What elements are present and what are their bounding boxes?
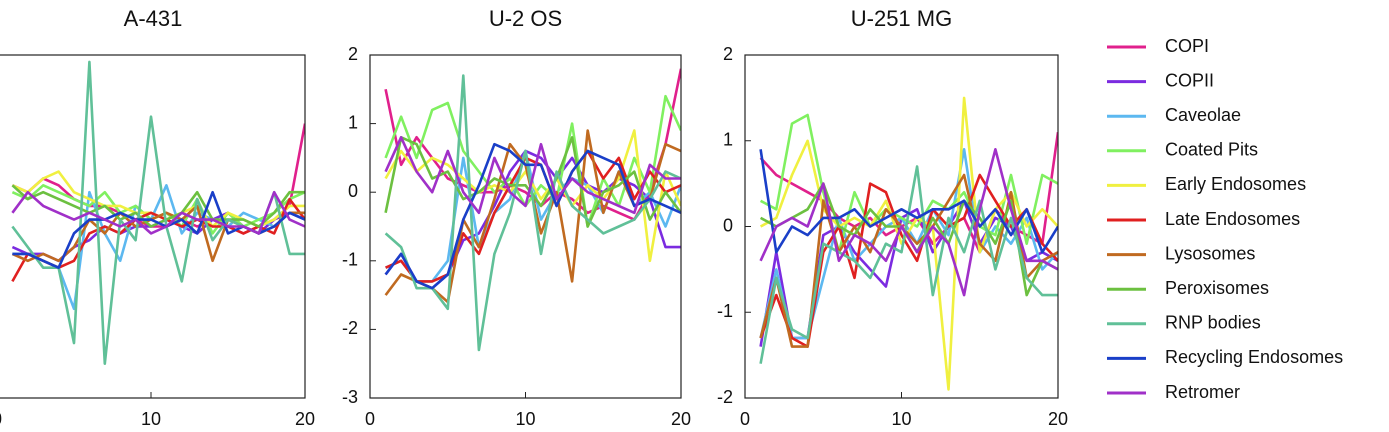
series-line: [759, 149, 1058, 254]
y-tick-label: 0: [348, 181, 358, 201]
legend-label: Recycling Endosomes: [1165, 347, 1343, 367]
x-tick-label: 20: [671, 409, 691, 429]
legend-label: Early Endosomes: [1165, 174, 1306, 194]
series-line: [759, 173, 1058, 348]
series-line: [385, 149, 681, 283]
y-tick-label: 2: [348, 44, 358, 64]
legend-label: RNP bodies: [1165, 313, 1261, 333]
x-tick-label: 20: [295, 409, 315, 429]
series-line: [384, 142, 681, 290]
series-line: [759, 165, 1058, 364]
plot-frame: [744, 54, 1059, 399]
y-tick-label: -2: [342, 318, 358, 338]
series-line: [759, 148, 1058, 297]
x-tick-label: 10: [141, 409, 161, 429]
x-tick-label: 10: [891, 409, 911, 429]
x-tick-label: 20: [1048, 409, 1068, 429]
y-tick-label: 1: [348, 112, 358, 132]
series-line: [11, 190, 305, 235]
series-line: [759, 113, 1058, 254]
legend-label: Retromer: [1165, 382, 1240, 402]
legend-label: COPII: [1165, 70, 1214, 90]
y-tick-label: -1: [342, 250, 358, 270]
series-line: [759, 148, 1058, 340]
series-line: [12, 184, 305, 311]
y-tick-label: -2: [717, 387, 733, 407]
legend-label: Caveolae: [1165, 105, 1241, 125]
panel-title: U-2 OS: [489, 6, 562, 31]
x-tick-label: 0: [365, 409, 375, 429]
legend-label: Late Endosomes: [1165, 209, 1300, 229]
series-line: [384, 74, 681, 352]
legend-label: COPI: [1165, 36, 1209, 56]
plot-frame: [369, 54, 682, 399]
y-tick-label: 1: [723, 130, 733, 150]
y-tick-label: -1: [717, 301, 733, 321]
series-line: [384, 136, 681, 215]
x-tick-label: 0: [0, 409, 2, 429]
legend-label: Peroxisomes: [1165, 278, 1269, 298]
legend-label: Coated Pits: [1165, 140, 1258, 160]
y-tick-label: 0: [723, 215, 733, 235]
x-tick-label: 0: [740, 409, 750, 429]
panel-title: A-431: [124, 6, 183, 31]
y-tick-label: -3: [342, 387, 358, 407]
x-tick-label: 10: [515, 409, 535, 429]
legend-label: Lysosomes: [1165, 243, 1255, 263]
y-tick-label: 2: [723, 44, 733, 64]
plot-frame: [0, 54, 306, 399]
panel-title: U-251 MG: [851, 6, 952, 31]
series-line: [384, 129, 681, 263]
